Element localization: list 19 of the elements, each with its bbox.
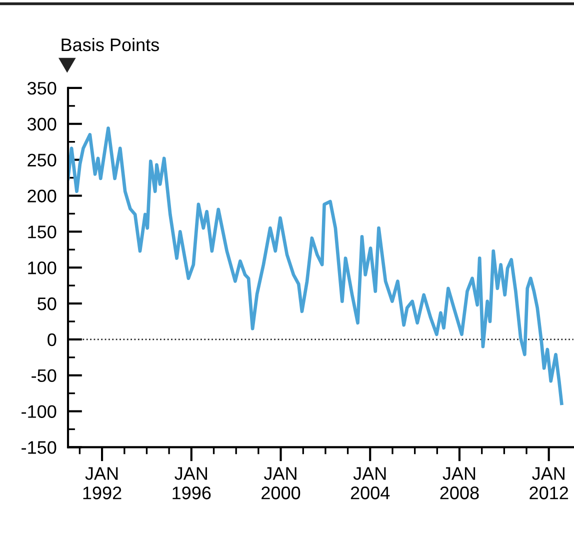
y-tick-label: 0 bbox=[48, 333, 56, 346]
y-tick-label: 200 bbox=[28, 190, 56, 202]
y-tick-label: 350 bbox=[27, 82, 56, 95]
y-axis-title: Basis Points bbox=[62, 38, 159, 52]
y-tick-label: 300 bbox=[27, 118, 56, 131]
line-series bbox=[68, 126, 564, 406]
y-tick-label: 150 bbox=[28, 226, 56, 238]
y-tick-label: 50 bbox=[38, 297, 56, 310]
y-tick-label: -100 bbox=[22, 405, 56, 418]
y-tick-label: -50 bbox=[32, 369, 56, 382]
x-tick-label: JAN 2004 bbox=[350, 467, 390, 500]
x-tick-label: JAN 2012 bbox=[530, 467, 568, 500]
x-tick-label: JAN 1996 bbox=[172, 467, 211, 500]
y-tick-label: 100 bbox=[28, 262, 56, 274]
x-tick-label: JAN 2000 bbox=[262, 467, 300, 500]
x-tick-label: JAN 2008 bbox=[440, 467, 479, 500]
y-tick-label: 250 bbox=[28, 154, 56, 167]
y-tick-label: -150 bbox=[22, 441, 56, 454]
x-tick-label: JAN 1992 bbox=[83, 467, 122, 500]
